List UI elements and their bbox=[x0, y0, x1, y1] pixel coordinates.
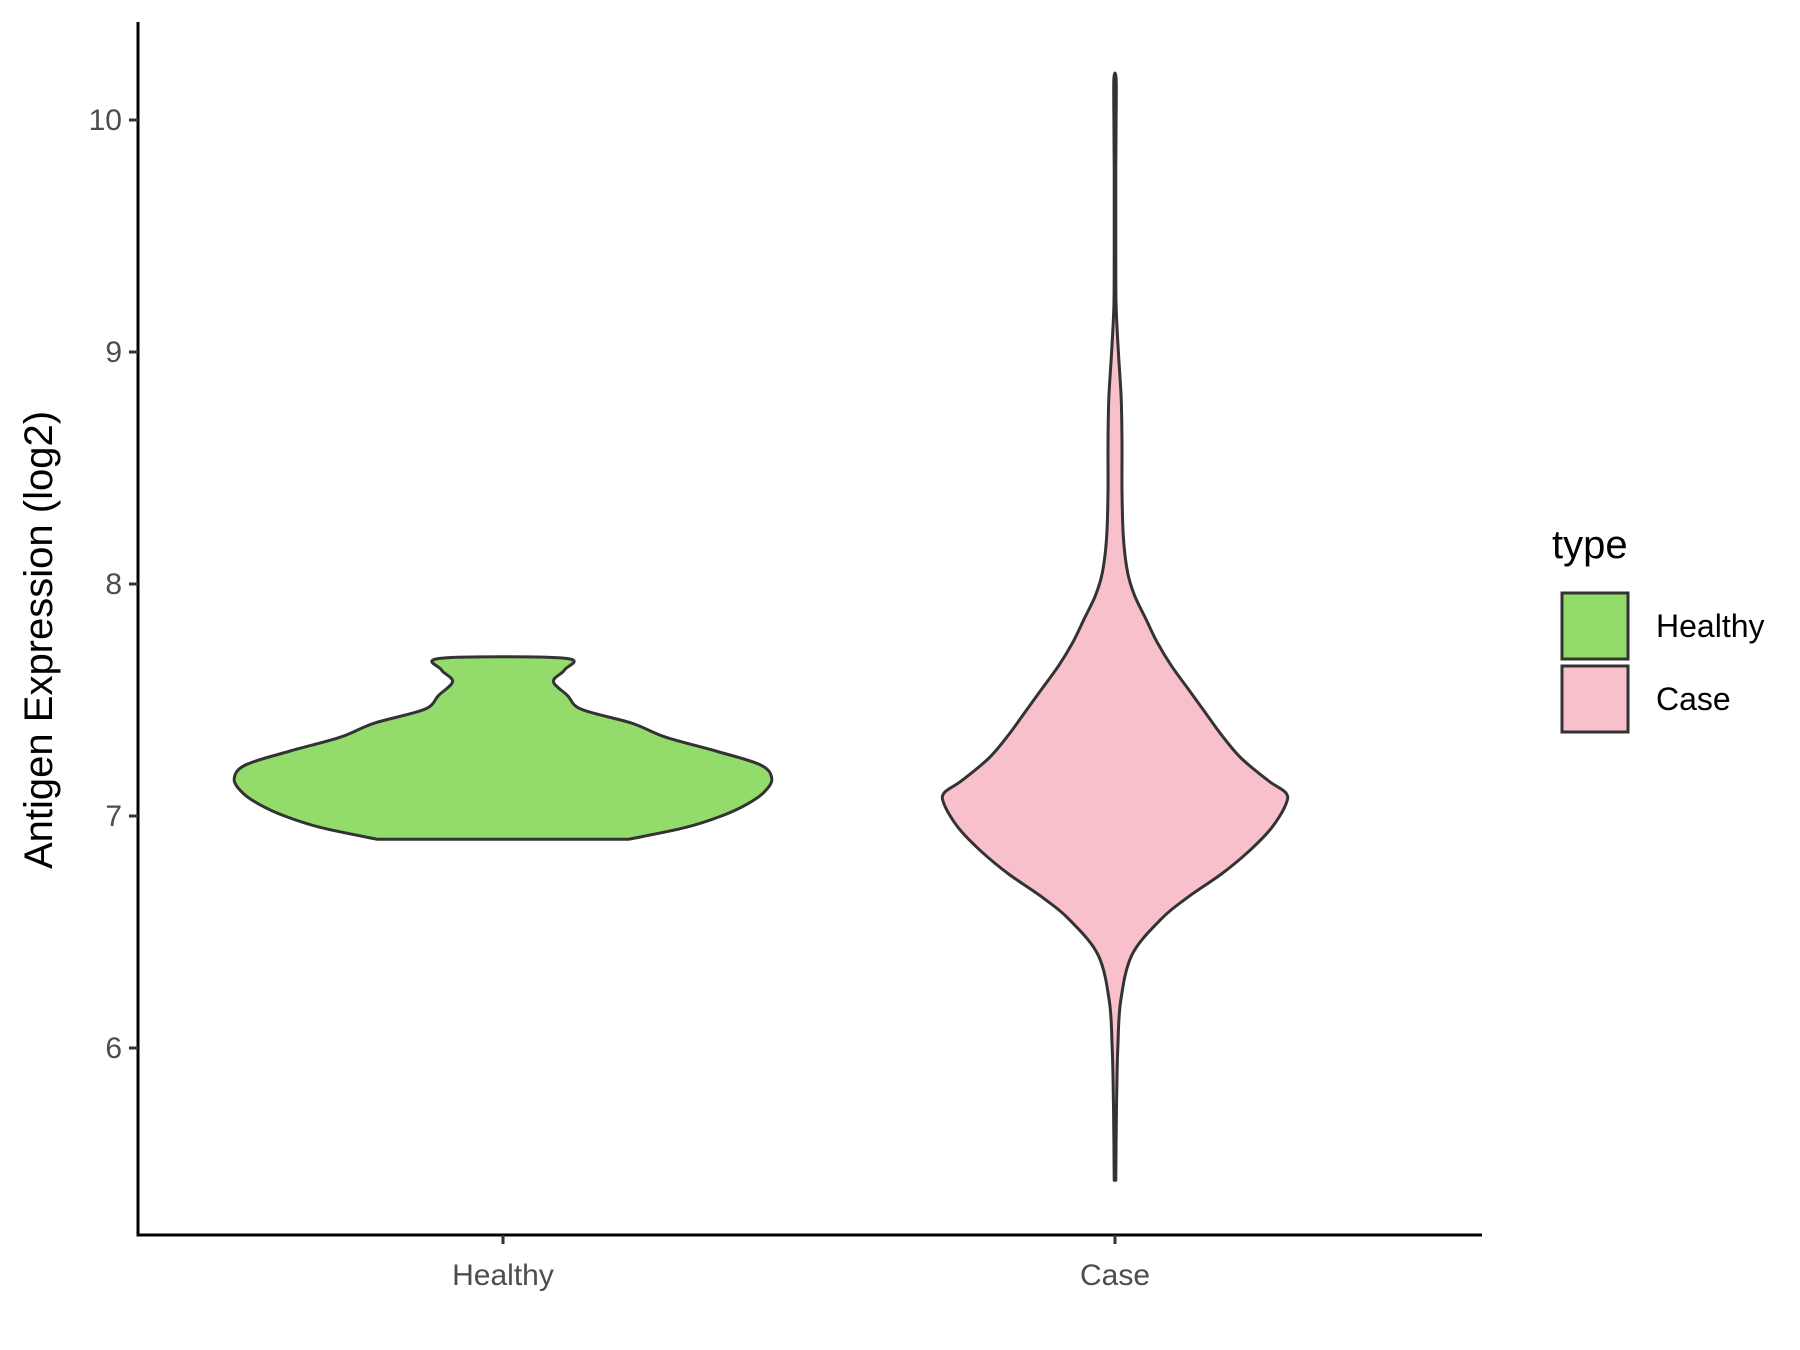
legend-title: type bbox=[1552, 523, 1628, 567]
y-tick-label: 9 bbox=[105, 336, 122, 369]
x-axis: Healthy Case bbox=[136, 1233, 1482, 1292]
y-axis-title: Antigen Expression (log2) bbox=[17, 411, 61, 869]
y-tick-label: 8 bbox=[105, 568, 122, 601]
violin-healthy bbox=[232, 655, 774, 841]
x-tick-label: Healthy bbox=[452, 1259, 554, 1292]
plot-area bbox=[232, 71, 1290, 1182]
legend-key-healthy bbox=[1560, 591, 1630, 661]
legend-key-case bbox=[1560, 664, 1630, 734]
legend-label-healthy: Healthy bbox=[1656, 608, 1765, 644]
legend-label-case: Case bbox=[1656, 681, 1731, 717]
y-tick-label: 6 bbox=[105, 1032, 122, 1065]
violin-case bbox=[940, 71, 1290, 1182]
y-tick-label: 10 bbox=[89, 104, 122, 137]
y-tick-label: 7 bbox=[105, 800, 122, 833]
y-axis: 6 7 8 9 10 bbox=[89, 22, 140, 1235]
x-tick-label: Case bbox=[1080, 1259, 1150, 1292]
legend: type Healthy Case bbox=[1552, 523, 1765, 734]
